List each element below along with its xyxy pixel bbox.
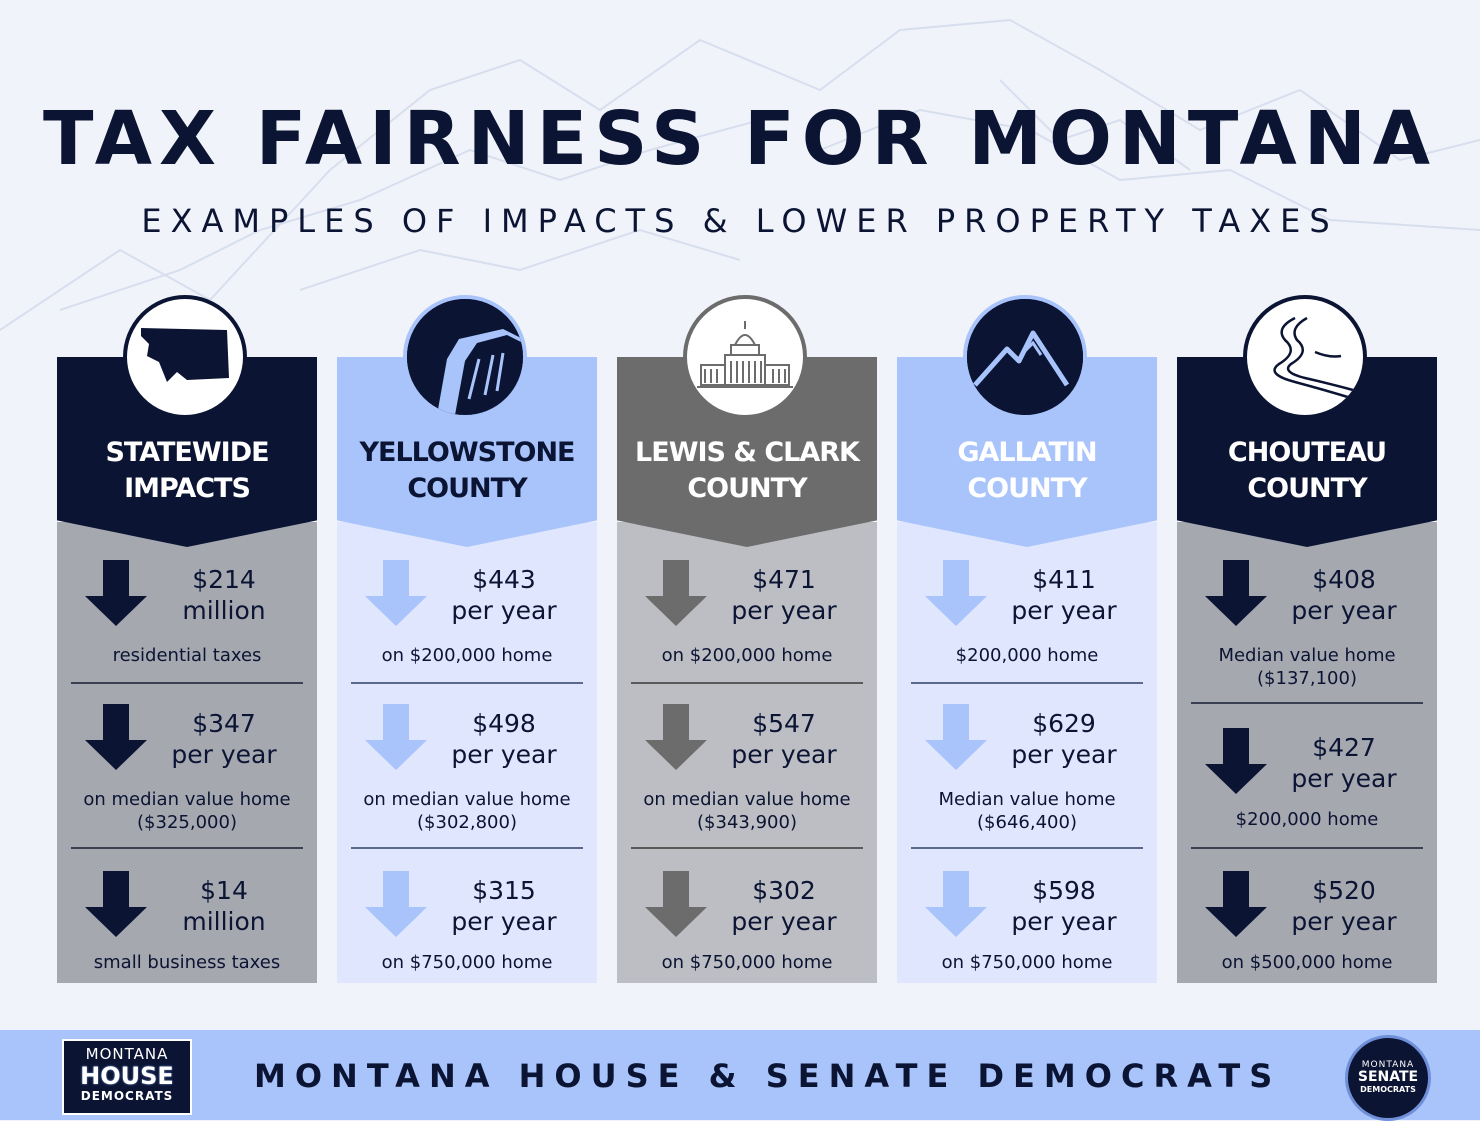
footer-text: MONTANA HOUSE & SENATE DEMOCRATS [254, 1057, 1282, 1095]
down-arrow-icon [645, 560, 707, 626]
down-arrow-icon [925, 704, 987, 770]
column-name: CHOUTEAU COUNTY [1227, 437, 1387, 504]
page-title: TAX FAIRNESS FOR MONTANA [42, 96, 1438, 182]
house-democrats-logo: MONTANA HOUSE DEMOCRATS [62, 1039, 192, 1115]
down-arrow-icon [1205, 728, 1267, 794]
river-icon [1243, 295, 1367, 419]
mountain-peaks-icon [963, 295, 1087, 419]
column-chouteau: CHOUTEAU COUNTY $408 per year Median value… [1177, 295, 1437, 983]
down-arrow-icon [85, 560, 147, 626]
column-name: LEWIS & CLARK COUNTY [635, 437, 860, 504]
divider [1191, 702, 1423, 704]
divider [911, 847, 1143, 849]
footer-band [0, 1030, 1480, 1120]
page-subtitle: EXAMPLES OF IMPACTS & LOWER PROPERTY TAX… [141, 202, 1339, 240]
column-name: STATEWIDE IMPACTS [105, 437, 269, 504]
down-arrow-icon [925, 871, 987, 937]
column-lewis-and-clark: LEWIS & CLARK COUNTY $471 per year on $200… [617, 295, 877, 983]
down-arrow-icon [85, 871, 147, 937]
divider [71, 682, 303, 684]
down-arrow-icon [1205, 560, 1267, 626]
column-yellowstone: YELLOWSTONE COUNTY $443 per year on $200,0… [337, 295, 597, 983]
down-arrow-icon [645, 871, 707, 937]
down-arrow-icon [365, 704, 427, 770]
divider [631, 682, 863, 684]
montana-map-icon [123, 295, 247, 419]
down-arrow-icon [365, 560, 427, 626]
senate-democrats-logo: MONTANA SENATE DEMOCRATS [1345, 1035, 1431, 1121]
divider [71, 847, 303, 849]
down-arrow-icon [365, 871, 427, 937]
column-name: YELLOWSTONE COUNTY [359, 437, 575, 504]
down-arrow-icon [925, 560, 987, 626]
divider [1191, 847, 1423, 849]
rimrock-cliff-icon [403, 295, 527, 419]
divider [351, 847, 583, 849]
divider [911, 682, 1143, 684]
column-name: GALLATIN COUNTY [957, 437, 1097, 504]
divider [631, 847, 863, 849]
column-statewide: STATEWIDE IMPACTS $214 million residential… [57, 295, 317, 983]
down-arrow-icon [645, 704, 707, 770]
mountain-background-icon [0, 18, 1480, 331]
down-arrow-icon [85, 704, 147, 770]
capitol-building-icon [683, 295, 807, 419]
divider [351, 682, 583, 684]
down-arrow-icon [1205, 871, 1267, 937]
column-gallatin: GALLATIN COUNTY $411 per year $200,000 hom… [897, 295, 1157, 983]
